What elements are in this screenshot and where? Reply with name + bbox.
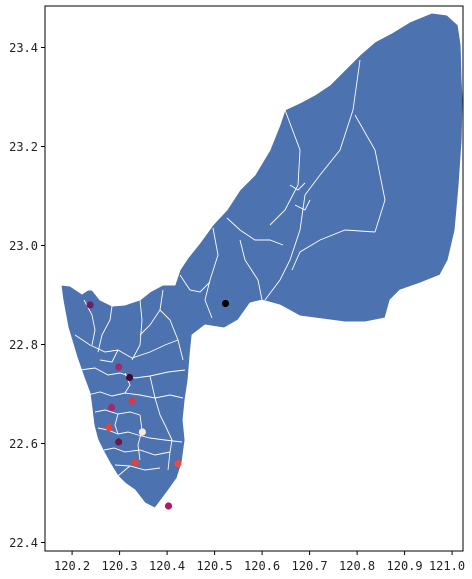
point-marker [164,502,173,510]
axes: 120.2 120.3 120.4 120.5 120.6 120.7 120.… [9,5,465,573]
land-polygon [60,12,464,509]
y-tick-label: 22.6 [9,437,38,451]
point-marker [221,299,230,308]
x-tick-label: 120.4 [149,559,185,573]
map-area [60,12,464,510]
x-tick-label: 120.8 [339,559,375,573]
point-marker [115,438,123,446]
y-tick-label: 22.4 [9,536,38,550]
x-tick-label: 120.3 [102,559,138,573]
point-marker [125,373,134,382]
y-tick-label: 22.8 [9,338,38,352]
point-marker [128,397,136,405]
point-marker [131,458,139,467]
point-marker [115,363,123,371]
x-tick-label: 120.5 [197,559,233,573]
point-marker [138,428,146,436]
x-tick-label: 121.0 [429,559,465,573]
district-boundaries [74,59,386,477]
x-tick-label: 120.7 [292,559,328,573]
x-tick-label: 120.2 [54,559,90,573]
point-marker [174,459,182,468]
point-markers [86,299,230,510]
axes-frame [44,5,464,552]
point-marker [105,423,113,432]
y-tick-label: 23.0 [9,239,38,253]
y-tick-label: 23.2 [9,140,38,154]
point-marker [86,301,94,309]
y-tick-label: 23.4 [9,41,38,55]
point-marker [107,403,116,412]
x-tick-label: 120.9 [387,559,423,573]
x-axis: 120.2 120.3 120.4 120.5 120.6 120.7 120.… [54,551,465,573]
x-tick-label: 120.6 [244,559,280,573]
y-axis: 23.4 23.2 23.0 22.8 22.6 22.4 [9,41,45,550]
